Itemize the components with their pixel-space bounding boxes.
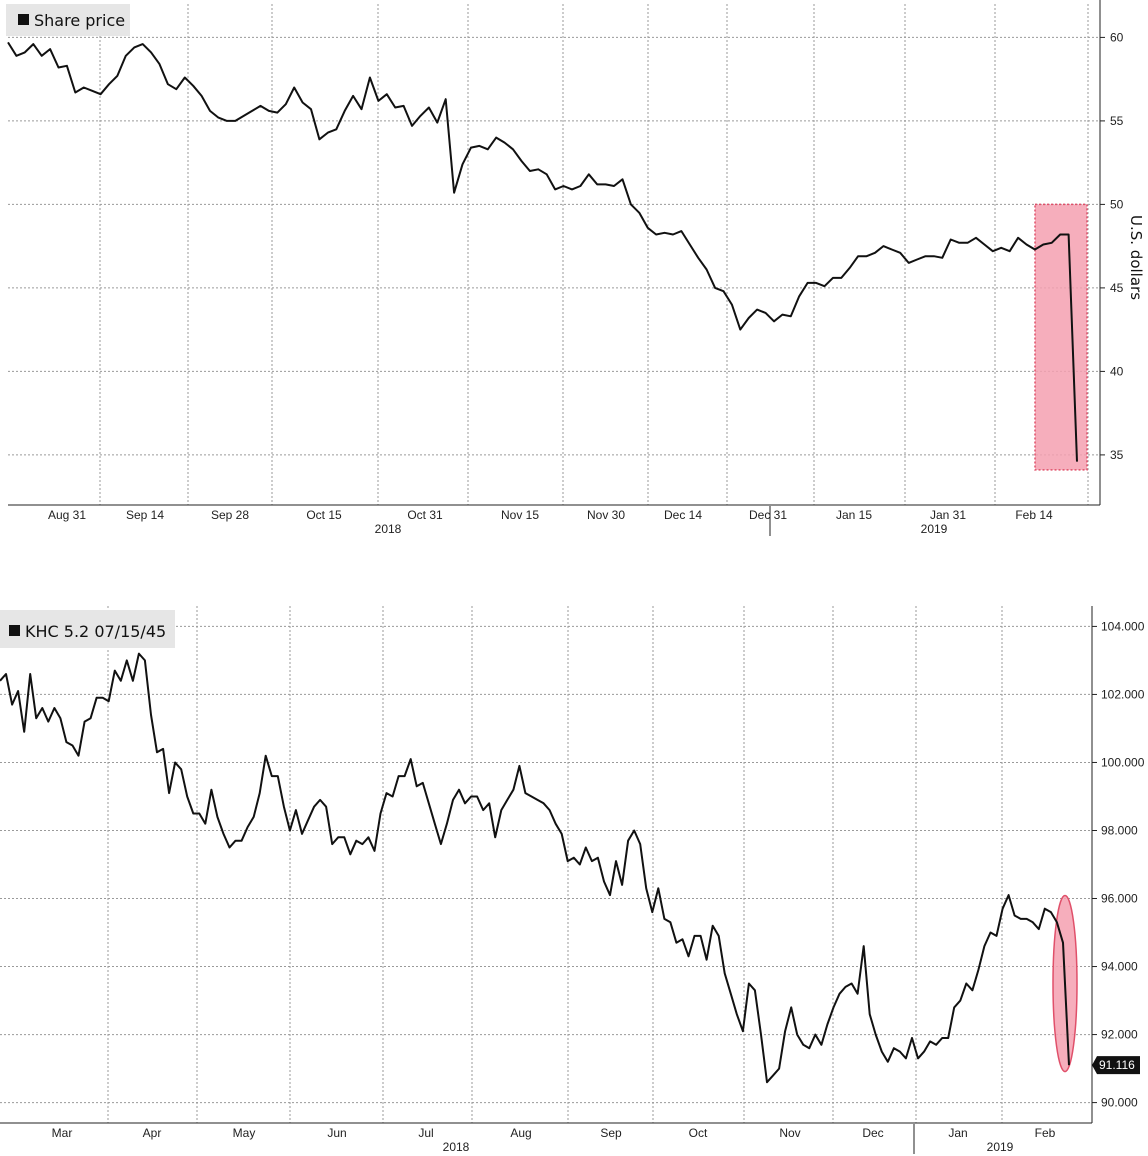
legend-swatch [18, 14, 29, 25]
year-label: 2018 [375, 522, 402, 536]
year-label: 2018 [443, 1140, 470, 1154]
x-tick-label: Sep 28 [211, 508, 249, 522]
x-tick-label: Nov 15 [501, 508, 539, 522]
x-tick-label: Sep 14 [126, 508, 164, 522]
x-tick-label: Jun [327, 1126, 346, 1140]
y-tick-label: 45 [1110, 281, 1124, 295]
x-tick-label: Feb [1035, 1126, 1056, 1140]
x-tick-label: Jan [948, 1126, 967, 1140]
x-tick-label: Sep [600, 1126, 622, 1140]
y-tick-label: 104.000 [1101, 619, 1145, 633]
share-price-y-axis-label: U.S. dollars [1127, 215, 1145, 300]
x-tick-label: Dec 14 [664, 508, 702, 522]
x-tick-label: Nov 30 [587, 508, 625, 522]
x-tick-label: Feb 14 [1015, 508, 1053, 522]
x-tick-label: Oct 31 [407, 508, 443, 522]
x-tick-label: Jan 31 [930, 508, 966, 522]
x-tick-label: Jul [418, 1126, 433, 1140]
x-tick-label: Jan 15 [836, 508, 872, 522]
y-tick-label: 50 [1110, 197, 1124, 211]
khc-bond-legend: KHC 5.2 07/15/45 [0, 610, 175, 648]
khc-bond-legend-label: KHC 5.2 07/15/45 [25, 622, 166, 641]
x-tick-label: Apr [143, 1126, 162, 1140]
x-tick-label: Dec [862, 1126, 883, 1140]
x-tick-label: Aug [510, 1126, 531, 1140]
y-tick-label: 98.000 [1101, 823, 1138, 837]
y-tick-label: 102.000 [1101, 687, 1145, 701]
x-tick-label: Nov [779, 1126, 800, 1140]
y-tick-label: 40 [1110, 364, 1124, 378]
khc-bond-chart: 90.000 92.000 94.000 96.000 98.000 100.000 102… [0, 606, 1145, 1154]
y-tick-label: 60 [1110, 30, 1124, 44]
khc-bond-price-line [0, 652, 1070, 1084]
y-tick-label: 35 [1110, 448, 1124, 462]
y-tick-label: 96.000 [1101, 892, 1138, 906]
y-tick-label: 94.000 [1101, 960, 1138, 974]
y-tick-label: 90.000 [1101, 1096, 1138, 1110]
x-tick-label: Oct 15 [306, 508, 342, 522]
x-tick-label: Dec 31 [749, 508, 787, 522]
share-price-legend-label: Share price [34, 11, 125, 30]
y-tick-label: 55 [1110, 114, 1124, 128]
share-price-chart: 35 40 45 50 55 60 Aug 31 Sep 14 Sep 28 Oct 15 Oct … [6, 0, 1145, 536]
y-tick-label: 100.000 [1101, 755, 1145, 769]
last-value-badge: 91.116 [1092, 1056, 1140, 1075]
share-price-legend: Share price [6, 4, 130, 36]
x-tick-label: Aug 31 [48, 508, 86, 522]
last-value-label: 91.116 [1099, 1058, 1135, 1072]
share-price-drop-highlight [1034, 203, 1088, 471]
year-label: 2019 [921, 522, 948, 536]
share-price-line [7, 41, 1078, 462]
y-tick-label: 92.000 [1101, 1028, 1138, 1042]
legend-swatch [9, 625, 20, 636]
year-label: 2019 [987, 1140, 1014, 1154]
x-tick-label: May [233, 1126, 256, 1140]
x-tick-label: Oct [689, 1126, 708, 1140]
x-tick-label: Mar [52, 1126, 73, 1140]
